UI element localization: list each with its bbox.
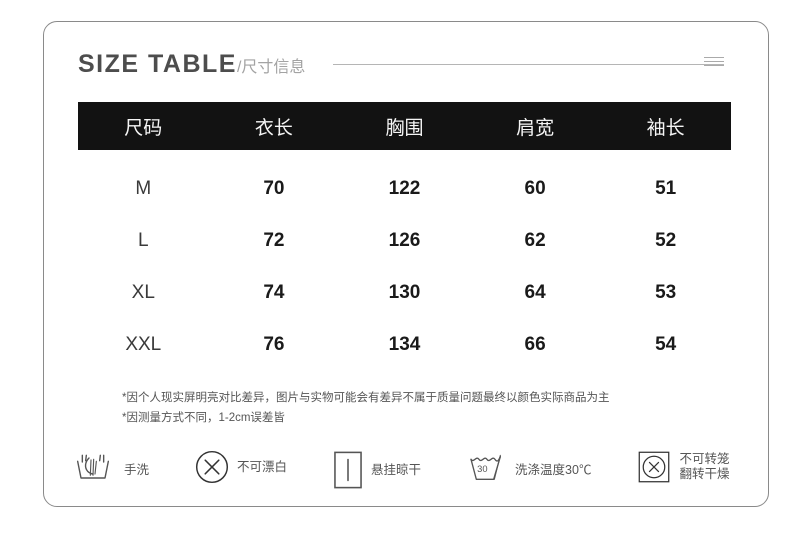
svg-text:30: 30 [477,464,487,474]
